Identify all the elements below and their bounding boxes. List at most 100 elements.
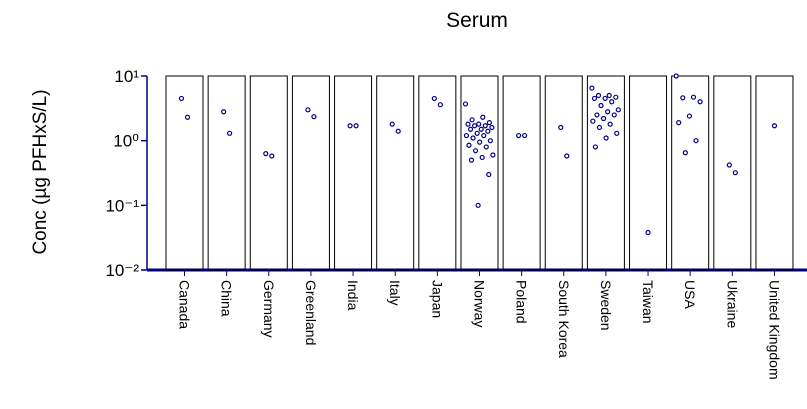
data-point bbox=[614, 130, 620, 136]
data-point bbox=[592, 144, 598, 150]
data-point bbox=[389, 121, 395, 127]
category-box bbox=[418, 75, 457, 271]
data-point bbox=[609, 99, 615, 105]
x-tick-label: Japan bbox=[429, 280, 445, 318]
data-point bbox=[470, 135, 476, 141]
x-tick-label: Germany bbox=[261, 280, 277, 338]
data-point bbox=[462, 101, 469, 107]
data-point bbox=[676, 120, 682, 126]
data-point bbox=[269, 153, 275, 159]
x-tick-label: Sweden bbox=[598, 280, 614, 331]
x-tick-label: Ukraine bbox=[724, 280, 740, 328]
data-point bbox=[431, 95, 437, 102]
category-box bbox=[755, 75, 794, 271]
data-point bbox=[564, 153, 570, 159]
data-point bbox=[603, 135, 609, 141]
data-point bbox=[771, 123, 778, 129]
data-point bbox=[558, 124, 564, 131]
y-tick-label: 10⁰ bbox=[113, 132, 139, 151]
x-tick-label: Italy bbox=[387, 280, 403, 306]
data-point bbox=[305, 107, 311, 113]
category-box bbox=[165, 75, 204, 271]
category-box bbox=[671, 75, 710, 271]
category-box bbox=[586, 75, 625, 271]
data-point bbox=[489, 124, 495, 131]
category-box bbox=[249, 75, 288, 271]
data-point bbox=[598, 102, 604, 109]
y-tick-label: 10¹ bbox=[114, 67, 139, 86]
x-tick-label: Canada bbox=[177, 280, 193, 329]
data-point bbox=[690, 94, 697, 100]
data-point bbox=[482, 123, 488, 129]
data-point bbox=[516, 132, 522, 139]
data-point bbox=[602, 95, 608, 102]
data-point bbox=[478, 126, 484, 132]
data-point bbox=[595, 92, 602, 99]
data-point bbox=[686, 113, 692, 119]
data-point bbox=[490, 152, 496, 158]
data-point bbox=[395, 128, 401, 134]
data-point bbox=[596, 124, 603, 131]
data-point bbox=[474, 130, 480, 136]
x-tick-label: Greenland bbox=[303, 280, 319, 345]
data-point bbox=[227, 130, 233, 136]
data-point bbox=[221, 109, 227, 115]
data-point bbox=[486, 171, 492, 178]
data-point bbox=[477, 139, 483, 145]
data-point bbox=[483, 144, 489, 150]
data-point bbox=[589, 85, 595, 91]
data-point bbox=[600, 115, 607, 122]
category-box bbox=[376, 75, 415, 271]
data-point bbox=[486, 120, 492, 126]
data-point bbox=[522, 132, 528, 139]
x-tick-label: Norway bbox=[471, 280, 487, 327]
data-point bbox=[481, 132, 487, 139]
category-box bbox=[544, 75, 583, 271]
data-point bbox=[680, 95, 686, 101]
data-point bbox=[463, 132, 470, 139]
data-point bbox=[465, 121, 471, 127]
data-point bbox=[605, 109, 611, 115]
data-point bbox=[693, 138, 699, 144]
data-point bbox=[469, 117, 475, 123]
data-point bbox=[468, 157, 475, 163]
category-box bbox=[291, 75, 330, 271]
data-point bbox=[184, 114, 191, 120]
data-point bbox=[178, 95, 185, 102]
data-point bbox=[353, 123, 359, 129]
data-point bbox=[590, 118, 596, 124]
data-point bbox=[697, 99, 703, 105]
data-point bbox=[607, 121, 613, 127]
y-tick-label: 10⁻² bbox=[105, 261, 139, 280]
data-point bbox=[263, 151, 269, 157]
data-point bbox=[673, 73, 679, 79]
data-point bbox=[615, 107, 621, 113]
x-tick-label: United Kingdom bbox=[766, 280, 782, 380]
data-point bbox=[682, 150, 688, 156]
data-point bbox=[480, 114, 486, 120]
x-tick-label: Taiwan bbox=[640, 280, 656, 324]
data-point bbox=[437, 102, 443, 108]
category-box bbox=[629, 75, 668, 271]
data-point bbox=[479, 154, 485, 161]
data-point bbox=[613, 94, 619, 100]
data-point bbox=[466, 142, 472, 148]
category-box bbox=[207, 75, 246, 271]
x-tick-label: Poland bbox=[514, 280, 530, 324]
data-point bbox=[347, 123, 353, 129]
y-axis-label: Conc (µg PFHxS/L) bbox=[30, 89, 51, 254]
data-point bbox=[606, 92, 612, 99]
data-point bbox=[472, 148, 479, 154]
data-point bbox=[311, 114, 317, 120]
data-point bbox=[594, 112, 600, 118]
data-point bbox=[467, 126, 474, 132]
y-tick-label: 10⁻¹ bbox=[105, 196, 139, 215]
x-tick-label: USA bbox=[682, 280, 698, 309]
category-box bbox=[713, 75, 752, 271]
data-point bbox=[476, 121, 482, 127]
data-point bbox=[591, 95, 598, 102]
category-box bbox=[502, 75, 541, 271]
data-point bbox=[611, 112, 617, 118]
